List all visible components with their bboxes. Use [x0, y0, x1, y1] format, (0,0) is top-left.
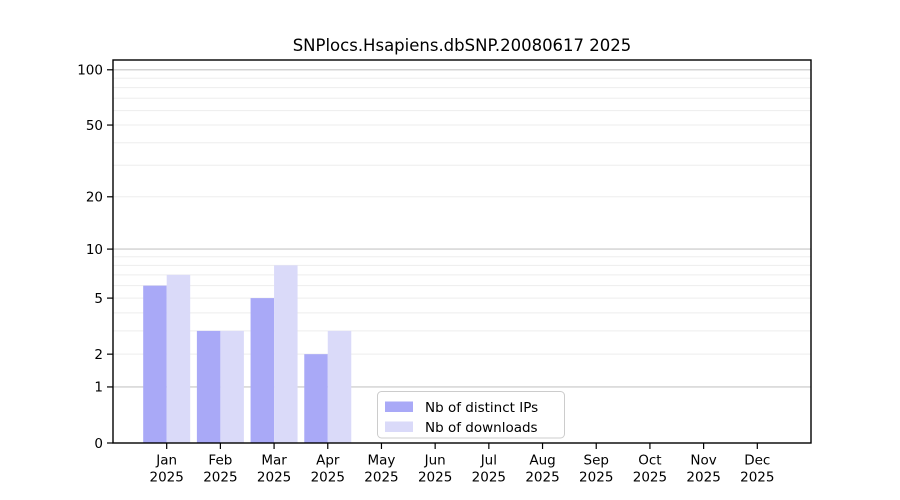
y-tick-label-1: 1	[94, 380, 103, 396]
x-tick-label-mar: Mar	[261, 453, 287, 469]
x-tick-year-label-jun: 2025	[418, 470, 452, 486]
x-tick-label-aug: Aug	[529, 453, 555, 469]
y-tick-label-20: 20	[86, 190, 103, 206]
x-tick-label-jan: Jan	[155, 453, 177, 469]
bar-mar-distinct-ips	[250, 298, 275, 443]
bar-feb-distinct-ips	[196, 330, 221, 443]
x-tick-year-label-jul: 2025	[472, 470, 506, 486]
legend-label-downloads: Nb of downloads	[425, 420, 538, 436]
x-tick-year-label-aug: 2025	[525, 470, 559, 486]
x-tick-label-may: May	[368, 453, 396, 469]
x-tick-year-label-jan: 2025	[150, 470, 184, 486]
plot-frame	[112, 59, 812, 444]
bar-jan-distinct-ips	[143, 285, 167, 443]
x-tick-label-apr: Apr	[316, 453, 340, 469]
legend-swatch-downloads	[385, 421, 413, 432]
x-tick-label-jul: Jul	[480, 453, 497, 469]
x-tick-year-label-apr: 2025	[311, 470, 345, 486]
y-tick-label-0: 0	[94, 436, 103, 452]
legend-label-distinct-ips: Nb of distinct IPs	[425, 400, 538, 416]
bar-apr-downloads	[327, 330, 352, 443]
bar-mar-downloads	[274, 265, 298, 443]
y-tick-label-2: 2	[94, 347, 103, 363]
chart-title: SNPlocs.Hsapiens.dbSNP.20080617 2025	[292, 36, 632, 55]
bar-feb-downloads	[220, 330, 244, 443]
y-tick-label-5: 5	[94, 291, 103, 307]
x-tick-year-label-oct: 2025	[633, 470, 667, 486]
legend-swatch-distinct-ips	[385, 401, 413, 412]
x-tick-year-label-dec: 2025	[740, 470, 774, 486]
x-tick-label-sep: Sep	[584, 453, 609, 469]
x-tick-year-label-sep: 2025	[579, 470, 613, 486]
x-tick-label-oct: Oct	[638, 453, 661, 469]
x-tick-label-feb: Feb	[208, 453, 232, 469]
y-tick-label-50: 50	[86, 118, 103, 134]
y-tick-label-10: 10	[86, 242, 103, 258]
x-tick-year-label-may: 2025	[364, 470, 398, 486]
x-tick-label-dec: Dec	[744, 453, 770, 469]
legend-box	[377, 391, 565, 439]
y-tick-label-100: 100	[77, 63, 103, 79]
x-tick-label-nov: Nov	[690, 453, 716, 469]
x-tick-label-jun: Jun	[424, 453, 446, 469]
bar-jan-downloads	[166, 274, 191, 443]
x-tick-year-label-nov: 2025	[686, 470, 720, 486]
x-tick-year-label-feb: 2025	[203, 470, 237, 486]
x-tick-year-label-mar: 2025	[257, 470, 291, 486]
legend: Nb of distinct IPs Nb of downloads	[377, 391, 565, 439]
bar-apr-distinct-ips	[304, 354, 328, 443]
